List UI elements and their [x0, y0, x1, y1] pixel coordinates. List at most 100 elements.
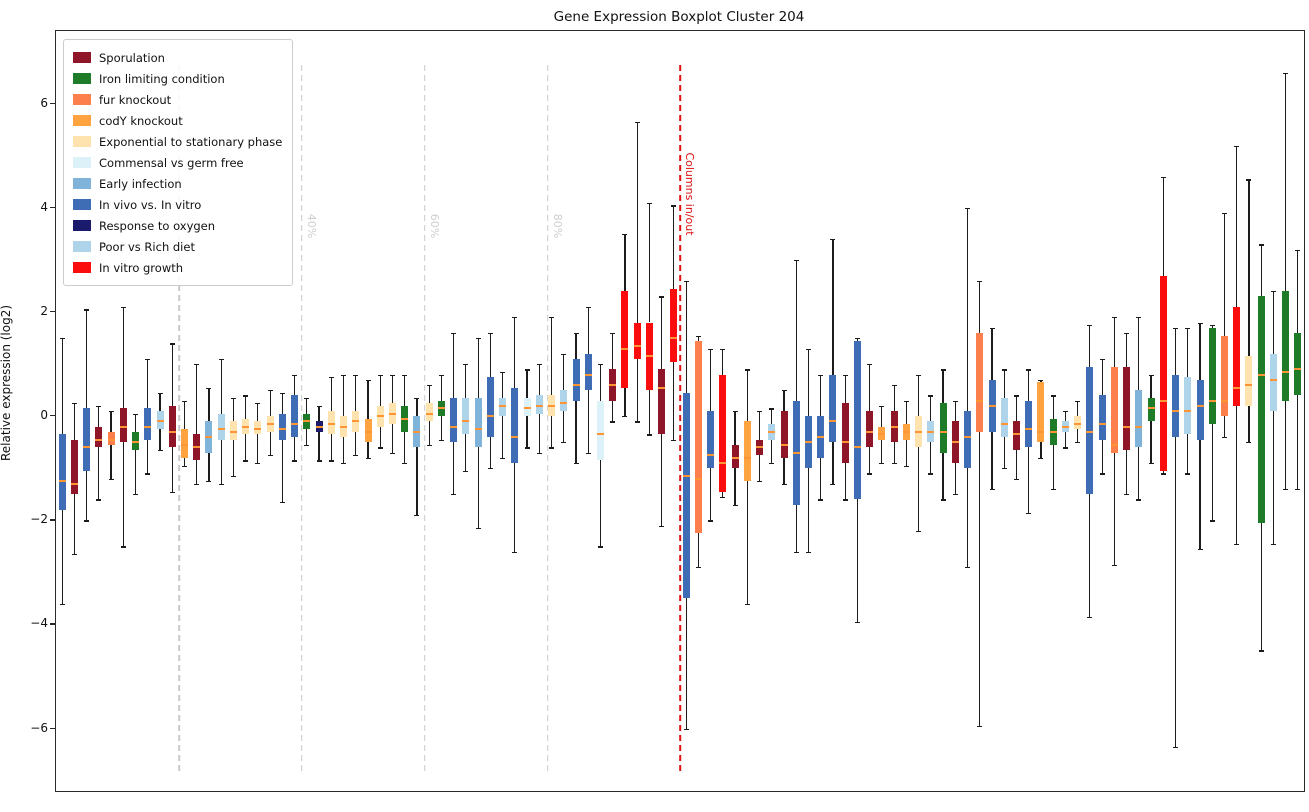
whisker-cap-top [573, 332, 579, 335]
whisker-lower [563, 411, 565, 443]
whisker-lower [1064, 431, 1066, 448]
whisker-cap-bottom [573, 463, 579, 465]
whisker-cap-bottom [597, 546, 603, 548]
whisker-cap-top [805, 348, 811, 350]
whisker-upper [612, 332, 614, 370]
whisker-lower [1162, 470, 1164, 474]
whisker-cap-top [854, 338, 860, 340]
whisker-upper [917, 374, 920, 417]
boxplot-median [193, 446, 201, 449]
whisker-cap-bottom [475, 528, 481, 530]
whisker-upper [98, 405, 100, 427]
boxplot-median [376, 415, 384, 418]
whisker-upper [795, 260, 797, 401]
threshold-line [178, 65, 180, 772]
whisker-lower [697, 533, 699, 568]
whisker-cap-top [1013, 395, 1019, 397]
whisker-cap-top [793, 260, 799, 262]
legend-label: Commensal vs germ free [99, 155, 244, 170]
whisker-upper [245, 395, 247, 419]
boxplot-median [474, 428, 482, 431]
whisker-cap-bottom [610, 421, 616, 423]
whisker-lower [1297, 395, 1299, 490]
whisker-cap-top [1136, 317, 1142, 319]
whisker-lower [171, 447, 173, 492]
y-tick-mark [50, 623, 55, 625]
legend-label: Exponential to stationary phase [99, 134, 283, 149]
boxplot-box [462, 397, 470, 435]
whisker-cap-bottom [389, 452, 395, 454]
boxplot-median [596, 433, 604, 436]
legend-item: In vivo vs. In vitro [73, 194, 282, 215]
whisker-upper [355, 374, 357, 411]
whisker-cap-top [659, 296, 665, 298]
y-tick-label: −6 [30, 720, 48, 735]
boxplot-box [572, 358, 580, 401]
whisker-cap-top [1234, 145, 1240, 147]
whisker-upper [1089, 325, 1091, 367]
y-tick-mark [50, 311, 55, 313]
whisker-cap-bottom [500, 457, 506, 460]
whisker-cap-top [402, 374, 408, 376]
whisker-cap-top [512, 317, 518, 319]
whisker-cap-top [487, 332, 493, 335]
whisker-cap-top [1160, 176, 1166, 178]
boxplot-median [645, 355, 653, 358]
boxplot-box [976, 332, 984, 432]
whisker-upper [869, 364, 871, 411]
whisker-cap-top [597, 364, 603, 366]
whisker-cap-top [1001, 369, 1007, 371]
whisker-upper [404, 374, 406, 406]
whisker-cap-bottom [867, 473, 873, 475]
boxplot-box [964, 411, 972, 469]
boxplot-median [1049, 430, 1057, 433]
boxplot-median [902, 430, 910, 433]
whisker-cap-top [120, 306, 126, 309]
whisker-lower [538, 413, 540, 453]
whisker-cap-bottom [757, 481, 763, 483]
whisker-cap-top [732, 411, 738, 413]
whisker-lower [1138, 447, 1140, 500]
whisker-cap-top [389, 374, 395, 376]
whisker-upper [685, 280, 687, 393]
boxplot-median [1196, 404, 1204, 407]
whisker-lower [428, 421, 430, 445]
whisker-lower [979, 431, 981, 726]
boxplot-median [168, 430, 176, 433]
boxplot-median [1086, 430, 1094, 433]
whisker-cap-bottom [842, 499, 848, 501]
whisker-cap-top [145, 358, 151, 361]
whisker-cap-bottom [279, 502, 285, 504]
y-tick-mark [50, 415, 55, 417]
boxplot-median [315, 425, 323, 428]
whisker-cap-bottom [59, 603, 65, 605]
legend-swatch-icon [73, 241, 91, 252]
whisker-cap-bottom [1111, 564, 1117, 566]
whisker-lower [1199, 439, 1201, 549]
whisker-cap-top [536, 364, 542, 366]
whisker-lower [1125, 450, 1128, 495]
whisker-cap-top [108, 411, 114, 413]
whisker-lower [183, 457, 186, 466]
whisker-cap-top [426, 384, 432, 387]
boxplot-box [511, 387, 519, 464]
whisker-cap-bottom [108, 478, 114, 480]
whisker-cap-top [634, 122, 640, 124]
whisker-cap-top [377, 374, 383, 376]
whisker-lower [636, 358, 638, 422]
whisker-cap-top [157, 392, 163, 394]
boxplot-median [229, 430, 237, 433]
whisker-upper [734, 411, 736, 445]
legend-label: In vivo vs. In vitro [99, 197, 202, 212]
boxplot-median [988, 404, 996, 407]
whisker-lower [1052, 444, 1054, 490]
whisker-cap-bottom [206, 481, 212, 483]
whisker-lower [1113, 452, 1115, 565]
boxplot-box [180, 429, 188, 458]
whisker-upper [905, 400, 907, 424]
whisker-lower [281, 439, 283, 503]
boxplot-median [694, 477, 702, 480]
whisker-cap-bottom [267, 455, 273, 457]
whisker-cap-top [1295, 249, 1301, 251]
boxplot-box [829, 374, 837, 443]
